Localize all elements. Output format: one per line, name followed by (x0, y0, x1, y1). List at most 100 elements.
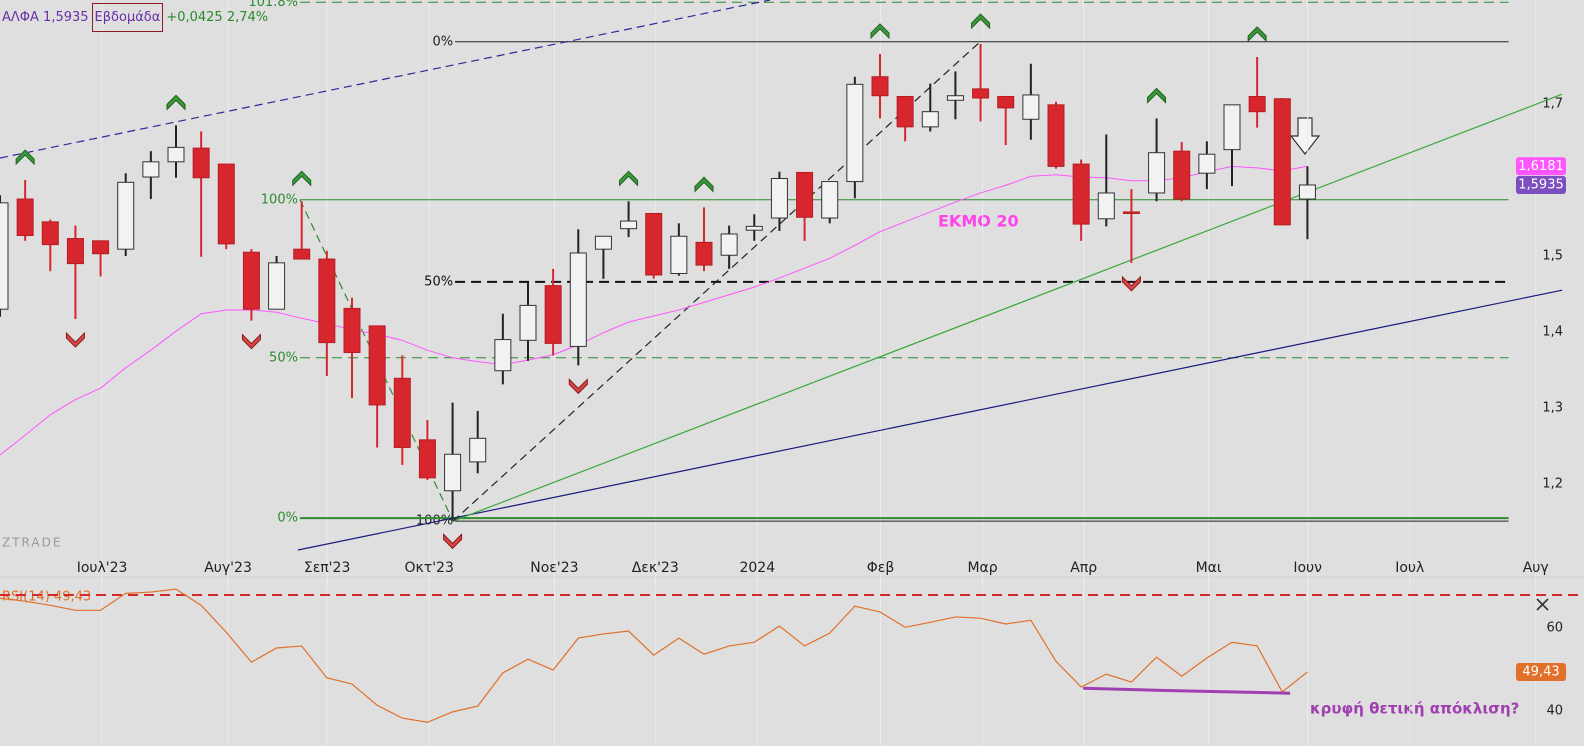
candle-body (519, 304, 537, 341)
y-tick-label: 1,3 (1542, 400, 1563, 415)
candle-body (1047, 104, 1065, 167)
level-label: 100% (416, 514, 453, 529)
x-tick-label: Αυγ'23 (204, 560, 252, 576)
candle-body (670, 235, 688, 274)
candle-body (368, 325, 386, 406)
candle-body (41, 221, 59, 246)
y-tick-label: 1,4 (1542, 324, 1563, 339)
candle-body (66, 238, 84, 265)
header: ΑΛΦΑ 1,5935 Εβδομάδα +0,0425 2,74% (2, 3, 268, 32)
signal-up (694, 176, 714, 193)
x-tick-label: Νοε'23 (530, 560, 578, 576)
y-tick-label: 1,5 (1542, 249, 1563, 264)
level-label: 50% (269, 350, 298, 365)
candle-body (896, 95, 914, 128)
annotation: κρυφή θετική απόκλιση? (1310, 700, 1519, 718)
rsi-value-label-box (1516, 662, 1566, 681)
trendline (0, 0, 771, 159)
x-tick-label: Οκτ'23 (405, 560, 454, 576)
symbol: ΑΛΦΑ 1,5935 (2, 10, 89, 25)
ema-value-label-box (1516, 157, 1566, 176)
signal-up (1247, 26, 1267, 43)
candle-body (997, 95, 1015, 109)
candle-body (594, 235, 612, 250)
watermark: ZTRADE (2, 536, 62, 550)
candle-body (720, 233, 738, 256)
level-label: 100% (261, 192, 298, 207)
y-tick-label: 1,2 (1542, 476, 1563, 491)
candle-body (1248, 95, 1266, 113)
candle-body (318, 258, 336, 344)
x-tick-label: Μαρ (967, 560, 997, 576)
level-label: 50% (424, 274, 453, 289)
candle-body (745, 225, 763, 231)
x-tick-label: Ιουλ'23 (77, 560, 128, 576)
candle-body (1273, 98, 1291, 226)
candle-body (418, 439, 436, 479)
signal-down (1121, 275, 1141, 292)
candle-body (770, 178, 788, 219)
x-tick-label: 2024 (739, 560, 775, 576)
level-label: 101.8% (248, 0, 298, 10)
candle-body (343, 307, 361, 353)
candle-body (946, 95, 964, 101)
close-value-label: 1,5935 (1518, 177, 1564, 192)
trendline (299, 199, 454, 522)
candle-body (293, 248, 311, 260)
rsi-value-label: 49,43 (1522, 664, 1559, 679)
candle-body (645, 212, 663, 276)
candle-body (0, 202, 9, 310)
candle-body (871, 76, 889, 97)
candle-body (1022, 94, 1040, 120)
trendline (452, 41, 981, 522)
candle-body (142, 161, 160, 178)
level-label: 0% (277, 511, 298, 526)
candle-body (620, 220, 638, 230)
x-tick-label: Αυγ (1523, 560, 1549, 576)
signal-up (15, 149, 35, 166)
y-tick-label: 40 (1546, 704, 1563, 719)
signal-up (971, 13, 991, 30)
arrow-icon (1289, 117, 1321, 155)
signal-up (870, 23, 890, 40)
candle-body (92, 240, 110, 255)
candle-body (1198, 153, 1216, 174)
candle-body (846, 83, 864, 183)
candle-body (242, 251, 260, 310)
candle-body (1173, 150, 1191, 200)
candle-body (268, 262, 286, 310)
y-tick-label: 1,7 (1542, 97, 1563, 112)
ema-label: EKMO 20 (938, 212, 1019, 231)
close-icon[interactable] (1536, 598, 1549, 611)
candle-body (117, 181, 135, 250)
candle-body (167, 146, 185, 163)
signal-down (241, 333, 261, 350)
close-value-label-box (1516, 175, 1566, 194)
candle-body (217, 163, 235, 245)
candle-body (1072, 163, 1090, 225)
candle-body (569, 252, 587, 347)
x-tick-label: Σεπ'23 (304, 560, 351, 576)
signal-down (568, 378, 588, 395)
candle-body (192, 147, 210, 179)
trendline (297, 289, 1563, 551)
candle-body (1223, 104, 1241, 151)
candle-body (393, 377, 411, 448)
candle-body (921, 111, 939, 128)
x-tick-label: Απρ (1070, 560, 1097, 576)
y-tick-label: 60 (1546, 621, 1563, 636)
ema-value-label: 1,6181 (1518, 159, 1564, 174)
candle-body (544, 285, 562, 344)
x-tick-label: Ιουν (1293, 560, 1322, 576)
candle-body (796, 171, 814, 218)
signal-up (166, 94, 186, 111)
x-tick-label: Μαι (1196, 560, 1222, 576)
candle-body (494, 339, 512, 372)
signal-up (619, 170, 639, 187)
signal-down (443, 533, 463, 550)
candle-body (16, 198, 34, 236)
divergence-line (1083, 686, 1291, 695)
signal-up (1147, 87, 1167, 104)
period[interactable]: Εβδομάδα (91, 3, 164, 32)
